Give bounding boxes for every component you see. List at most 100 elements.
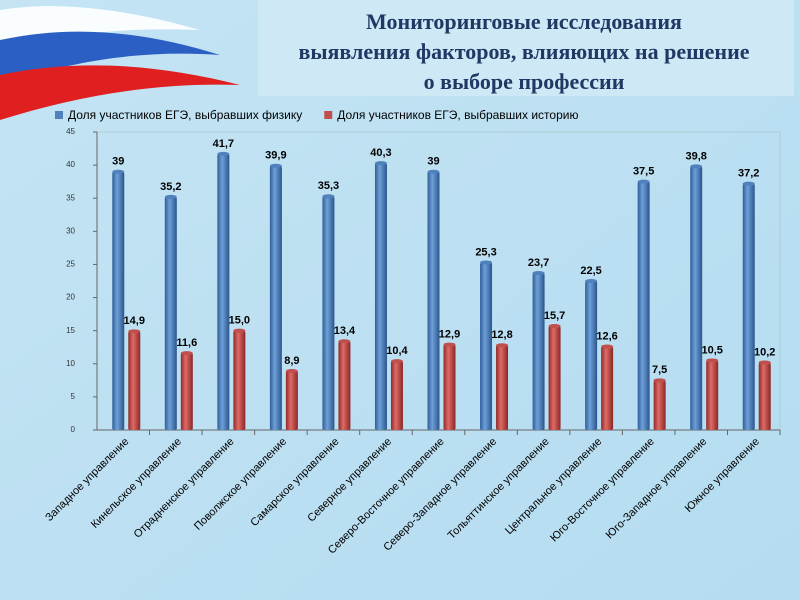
value-label: 23,7 xyxy=(528,257,549,269)
bar-cap xyxy=(548,324,561,329)
value-label: 40,3 xyxy=(370,147,391,159)
bar-cap xyxy=(269,163,282,168)
value-label: 15,7 xyxy=(544,310,565,322)
y-tick-label: 30 xyxy=(66,226,75,235)
bar xyxy=(128,331,141,430)
bar xyxy=(112,171,125,430)
y-tick-label: 40 xyxy=(66,160,75,169)
bar xyxy=(180,353,193,430)
value-label: 10,5 xyxy=(701,344,722,356)
title-line: Мониторинговые исследования xyxy=(366,9,682,34)
value-label: 37,2 xyxy=(738,168,759,180)
value-label: 12,9 xyxy=(439,328,460,340)
bar xyxy=(390,361,403,430)
bar-cap xyxy=(427,169,440,174)
bar xyxy=(706,360,719,430)
value-label: 8,9 xyxy=(284,355,299,367)
bar-cap xyxy=(496,343,509,348)
y-tick-label: 0 xyxy=(71,425,76,434)
bar xyxy=(164,196,177,430)
value-label: 22,5 xyxy=(580,265,601,277)
bar-cap xyxy=(706,358,719,363)
title-line: о выборе профессии xyxy=(424,69,625,94)
bar xyxy=(374,163,387,430)
bar xyxy=(285,371,298,430)
value-label: 35,3 xyxy=(318,180,339,192)
bar xyxy=(338,341,351,430)
title-line: выявления факторов, влияющих на решение xyxy=(298,39,749,64)
value-label: 35,2 xyxy=(160,181,181,193)
y-tick-label: 15 xyxy=(66,326,75,335)
value-label: 25,3 xyxy=(475,246,496,258)
bar-cap xyxy=(742,181,755,186)
bar xyxy=(742,183,755,430)
bar-cap xyxy=(690,164,703,169)
bar xyxy=(585,281,598,430)
bar-cap xyxy=(338,339,351,344)
bar-cap xyxy=(285,369,298,374)
value-label: 11,6 xyxy=(176,337,197,349)
title: Мониторинговые исследования выявления фак… xyxy=(298,9,749,94)
bar xyxy=(217,153,230,430)
title-banner xyxy=(258,0,794,96)
bar-cap xyxy=(128,329,141,334)
value-label: 39,9 xyxy=(265,150,286,162)
bar xyxy=(480,262,493,430)
value-label: 13,4 xyxy=(334,325,356,337)
bar-cap xyxy=(390,359,403,364)
bar xyxy=(548,326,561,430)
bar-cap xyxy=(217,151,230,156)
bar-cap xyxy=(601,344,614,349)
bar xyxy=(427,171,440,430)
y-tick-label: 20 xyxy=(66,293,75,302)
y-tick-label: 10 xyxy=(66,359,75,368)
bar xyxy=(443,344,456,430)
bar-cap xyxy=(532,271,545,276)
bar xyxy=(496,345,509,430)
bar-cap xyxy=(180,351,193,356)
value-label: 14,9 xyxy=(124,315,145,327)
legend-label: Доля участников ЕГЭ, выбравших физику xyxy=(68,108,302,122)
bar xyxy=(269,165,282,431)
bar xyxy=(322,196,335,430)
bar xyxy=(653,380,666,430)
value-label: 39 xyxy=(427,156,439,168)
value-label: 12,8 xyxy=(491,329,512,341)
bar-cap xyxy=(585,279,598,283)
bar xyxy=(637,181,650,430)
bar-cap xyxy=(637,179,650,184)
bar-cap xyxy=(443,342,456,347)
bar xyxy=(601,346,614,430)
y-tick-label: 35 xyxy=(66,193,75,202)
value-label: 37,5 xyxy=(633,166,654,178)
legend-label: Доля участников ЕГЭ, выбравших историю xyxy=(337,108,578,122)
flag-decoration xyxy=(0,6,240,120)
value-label: 15,0 xyxy=(229,315,250,327)
bar xyxy=(532,273,545,430)
value-label: 7,5 xyxy=(652,364,667,376)
bar-cap xyxy=(112,169,125,174)
bar-cap xyxy=(164,194,177,199)
bar xyxy=(758,362,771,430)
bar-cap xyxy=(233,328,246,333)
bar-cap xyxy=(653,378,666,383)
value-label: 39,8 xyxy=(685,150,706,162)
bar-cap xyxy=(758,360,771,365)
value-label: 10,2 xyxy=(754,346,775,358)
y-tick-label: 45 xyxy=(66,127,75,136)
value-label: 41,7 xyxy=(213,138,234,150)
y-tick-label: 5 xyxy=(71,392,76,401)
value-label: 12,6 xyxy=(596,330,617,342)
legend-swatch xyxy=(324,111,333,119)
bar-cap xyxy=(374,161,387,166)
legend-swatch xyxy=(55,111,63,119)
y-tick-label: 25 xyxy=(66,260,75,269)
value-label: 39 xyxy=(112,156,124,168)
value-label: 10,4 xyxy=(386,345,408,357)
bar xyxy=(233,330,246,430)
bar-cap xyxy=(322,194,335,199)
bar-cap xyxy=(480,260,493,265)
bar xyxy=(690,166,703,431)
